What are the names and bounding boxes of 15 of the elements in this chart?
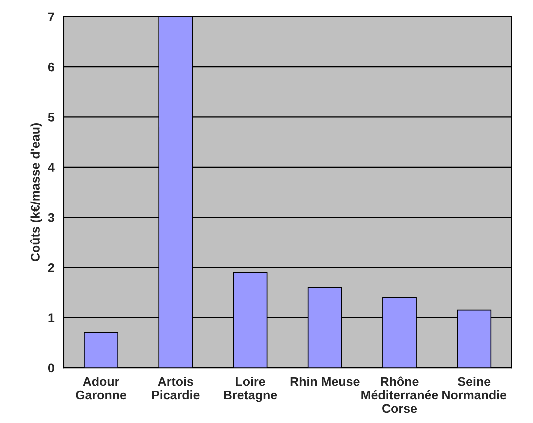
x-tick-label: Rhône Méditerranée Corse [362, 376, 438, 414]
x-tick-label: Rhin Meuse [290, 377, 360, 386]
y-tick-label: 4 [48, 163, 55, 172]
y-tick-label: 3 [48, 213, 54, 222]
y-tick-label: 1 [48, 314, 55, 322]
x-tick-label: Artois Picardie [152, 377, 200, 400]
x-tick-label: Seine Normandie [442, 377, 507, 400]
x-tick-label: Loire Bretagne [224, 377, 278, 402]
y-tick-label: 7 [48, 12, 54, 22]
y-tick-label: 6 [48, 62, 54, 72]
x-tick-label: Adour Garonne [76, 377, 127, 400]
y-tick-label: 5 [48, 113, 55, 122]
y-tick-label: 0 [48, 364, 54, 373]
y-axis-title: Coûts (k€/masse d'eau) [30, 124, 42, 262]
y-tick-label: 2 [48, 264, 54, 272]
